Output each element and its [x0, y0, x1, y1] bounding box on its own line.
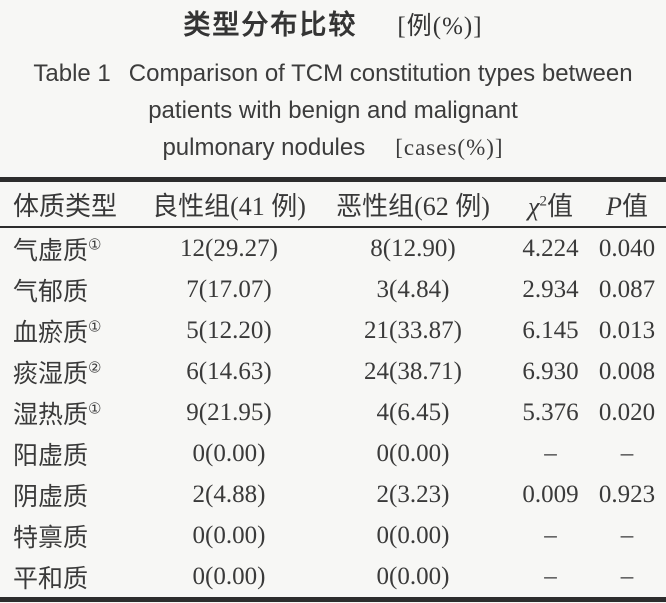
- table-row: 气郁质 7(17.07) 3(4.84) 2.934 0.087: [0, 269, 666, 310]
- malignant-group-value: 3(4.84): [376, 275, 450, 303]
- table-header-row: 体质类型 良性组(41 例) 恶性组(62 例) χ2值 P值: [0, 180, 666, 228]
- table-caption-zh: 类型分布比较 [例(%)]: [0, 0, 666, 42]
- constitution-type-label: 痰湿质: [13, 360, 89, 388]
- table-row: 血瘀质① 5(12.20) 21(33.87) 6.145 0.013: [0, 310, 666, 351]
- caption-table-number: Table 1: [33, 60, 111, 87]
- chi-symbol: χ: [528, 191, 540, 221]
- caption-en-line3: pulmonary nodules [cases(%)]: [0, 129, 666, 166]
- benign-group-value: 0(0.00): [192, 439, 266, 467]
- header-p-value: P值: [588, 180, 666, 228]
- malignant-group-value: 0(0.00): [376, 439, 450, 467]
- p-value: –: [620, 521, 634, 549]
- malignant-group-value: 2(3.23): [376, 480, 450, 508]
- header-chi-square: χ2值: [513, 180, 588, 228]
- chi-square-value: 6.930: [522, 357, 579, 385]
- benign-group-value: 5(12.20): [186, 316, 272, 344]
- benign-group-value: 2(4.88): [192, 480, 266, 508]
- table-row: 阳虚质 0(0.00) 0(0.00) – –: [0, 433, 666, 474]
- constitution-type-label: 阳虚质: [13, 442, 89, 470]
- caption-en-line3-text: pulmonary nodules: [162, 134, 366, 161]
- header-malignant-group: 恶性组(62 例): [336, 191, 490, 221]
- chi-suffix: 值: [546, 191, 573, 221]
- chi-square-value: 5.376: [522, 398, 579, 426]
- header-benign-group: 良性组(41 例): [152, 191, 306, 221]
- p-value: 0.008: [598, 357, 656, 385]
- chi-square-value: –: [544, 562, 557, 590]
- benign-group-value: 12(29.27): [180, 234, 278, 262]
- p-value: –: [620, 562, 634, 590]
- header-constitution-type: 体质类型: [13, 191, 118, 221]
- malignant-group-value: 8(12.90): [370, 234, 456, 262]
- constitution-type-label: 湿热质: [13, 401, 89, 429]
- constitution-type-label: 气郁质: [13, 278, 89, 306]
- benign-group-value: 9(21.95): [186, 398, 272, 426]
- chi-square-value: –: [544, 439, 557, 467]
- benign-group-value: 0(0.00): [192, 562, 266, 590]
- chi-superscript: 2: [539, 192, 547, 209]
- caption-en-line1-text: Comparison of TCM constitution types bet…: [128, 60, 633, 87]
- malignant-group-value: 0(0.00): [376, 562, 450, 590]
- caption-en-line2: patients with benign and malignant: [148, 97, 518, 124]
- p-value: 0.087: [598, 275, 656, 303]
- table-row: 特禀质 0(0.00) 0(0.00) – –: [0, 515, 666, 556]
- chi-square-value: 2.934: [522, 275, 579, 303]
- malignant-group-value: 0(0.00): [376, 521, 450, 549]
- footnote-marker-icon: ①: [88, 401, 102, 418]
- malignant-group-value: 21(33.87): [364, 316, 462, 344]
- chi-square-value: 6.145: [522, 316, 579, 344]
- tcm-constitution-table: 体质类型 良性组(41 例) 恶性组(62 例) χ2值 P值 气虚质① 12(…: [0, 177, 666, 602]
- caption-zh-unit: [例(%)]: [397, 13, 483, 40]
- p-suffix: 值: [621, 191, 648, 221]
- p-value: 0.923: [598, 480, 656, 508]
- caption-en-unit: [cases(%)]: [395, 135, 504, 160]
- malignant-group-value: 4(6.45): [376, 398, 450, 426]
- table-row: 平和质 0(0.00) 0(0.00) – –: [0, 556, 666, 600]
- malignant-group-value: 24(38.71): [364, 357, 462, 385]
- table-caption-en: Table 1 Comparison of TCM constitution ty…: [0, 55, 666, 166]
- constitution-type-label: 特禀质: [13, 524, 89, 552]
- chi-square-value: 0.009: [522, 480, 579, 508]
- constitution-type-label: 血瘀质: [13, 319, 89, 347]
- chi-square-value: 4.224: [522, 234, 579, 262]
- table-row: 气虚质① 12(29.27) 8(12.90) 4.224 0.040: [0, 227, 666, 269]
- p-symbol: P: [606, 191, 622, 221]
- caption-zh-title: 类型分布比较: [183, 10, 358, 40]
- benign-group-value: 6(14.63): [186, 357, 272, 385]
- chi-square-value: –: [544, 521, 557, 549]
- p-value: 0.020: [598, 398, 656, 426]
- table-row: 阴虚质 2(4.88) 2(3.23) 0.009 0.923: [0, 474, 666, 515]
- constitution-type-label: 平和质: [13, 565, 89, 593]
- p-value: 0.040: [598, 234, 656, 262]
- table-row: 痰湿质② 6(14.63) 24(38.71) 6.930 0.008: [0, 351, 666, 392]
- constitution-type-label: 气虚质: [13, 237, 89, 265]
- footnote-marker-icon: ①: [88, 237, 102, 254]
- p-value: –: [620, 439, 634, 467]
- p-value: 0.013: [598, 316, 656, 344]
- benign-group-value: 7(17.07): [186, 275, 272, 303]
- benign-group-value: 0(0.00): [192, 521, 266, 549]
- table-row: 湿热质① 9(21.95) 4(6.45) 5.376 0.020: [0, 392, 666, 433]
- footnote-marker-icon: ①: [88, 319, 102, 336]
- footnote-marker-icon: ②: [88, 360, 102, 377]
- caption-en-line1: Table 1 Comparison of TCM constitution ty…: [0, 55, 666, 92]
- constitution-type-label: 阴虚质: [13, 483, 89, 511]
